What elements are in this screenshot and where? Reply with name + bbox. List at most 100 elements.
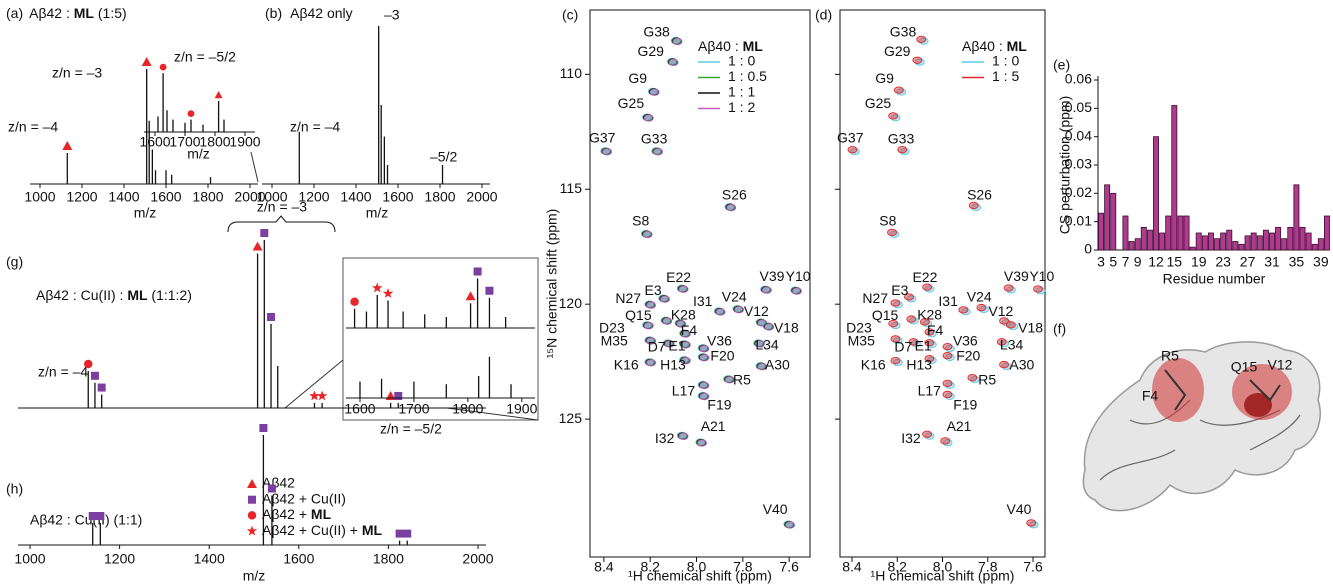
peak-label: V24	[967, 288, 992, 304]
marker-square	[267, 313, 276, 321]
peak-label: A30	[1009, 356, 1034, 372]
annotation: –3	[384, 7, 400, 23]
peak-label: D23	[599, 320, 625, 336]
marker-circle	[247, 511, 257, 520]
peak	[958, 306, 969, 314]
x-tick-label: 1700	[169, 134, 200, 150]
peak-label: E3	[645, 282, 662, 298]
peak	[887, 228, 898, 237]
x-axis-label: m/z	[134, 205, 157, 221]
peak	[942, 351, 953, 360]
bar	[1122, 215, 1129, 251]
bar	[1214, 238, 1221, 251]
zoom-line	[284, 359, 344, 409]
bar	[1317, 238, 1324, 251]
peak	[785, 521, 796, 529]
bar	[1189, 246, 1196, 251]
x-tick-label: 35	[1289, 254, 1305, 270]
peak-label: F4	[927, 322, 944, 338]
peak-label: D7	[894, 339, 912, 355]
peak-label: H13	[660, 357, 686, 373]
x-tick-label: 1600	[344, 401, 375, 417]
peak	[668, 58, 679, 67]
legend-title: Aβ40 : ML	[962, 38, 1027, 54]
panel-label: (g)	[6, 254, 23, 270]
bar	[1305, 232, 1312, 251]
peak-label: K16	[861, 357, 886, 373]
marker-square	[473, 267, 482, 276]
peak	[912, 56, 923, 64]
peak	[761, 286, 772, 294]
x-tick-label: 7.6	[1023, 559, 1043, 575]
marker-square	[485, 286, 494, 295]
peak-label: H13	[906, 357, 932, 373]
peak	[699, 381, 710, 390]
y-tick-label: 125	[559, 410, 583, 426]
peak-label: G9	[628, 70, 647, 86]
y-tick-label: 0.03	[1065, 156, 1092, 172]
peak	[890, 357, 901, 365]
marker-star	[309, 390, 320, 401]
legend-text: Aβ42	[262, 475, 295, 491]
legend-title: Aβ40 : ML	[698, 38, 763, 54]
peak	[646, 301, 657, 309]
x-tick-label: 1600	[150, 189, 181, 205]
bar	[1281, 238, 1288, 251]
peak-label: F19	[707, 396, 731, 412]
bar	[1220, 232, 1227, 251]
peak	[757, 363, 768, 371]
peak-label: G38	[890, 23, 917, 39]
x-tick-label: 7	[1122, 254, 1130, 270]
marker-square	[403, 529, 412, 538]
peak-label: S8	[632, 212, 649, 228]
bar	[1262, 229, 1269, 251]
y-axis-label: CS perturbation (ppm)	[1057, 96, 1073, 235]
x-tick-label: 8.0	[687, 559, 707, 575]
y-tick-label: 0.04	[1065, 127, 1092, 143]
peak	[724, 376, 735, 384]
marker-circle	[350, 297, 359, 306]
peak	[1003, 284, 1014, 292]
marker-circle	[187, 110, 195, 117]
marker-triangle	[252, 241, 263, 251]
bar	[1104, 184, 1111, 251]
residue-label: Q15	[1231, 359, 1258, 375]
legend-label: 1 : 2	[728, 99, 755, 115]
legend-label: 1 : 0.5	[728, 68, 767, 84]
bar	[1256, 235, 1263, 251]
peak-label: E1	[915, 338, 932, 354]
peak-label: G33	[641, 131, 668, 147]
bar	[1140, 226, 1147, 251]
panel-label: (c)	[562, 7, 578, 23]
marker-star	[372, 282, 383, 293]
marker-star	[246, 525, 258, 536]
x-axis-label: m/z	[187, 146, 210, 162]
bar	[1153, 136, 1159, 251]
peak-label: V12	[744, 303, 769, 319]
residue-label: F4	[1142, 388, 1159, 404]
marker-square	[394, 391, 403, 400]
y-tick-label: 0	[1084, 241, 1092, 257]
peak	[734, 306, 745, 314]
x-tick-label: 1600	[283, 551, 314, 567]
bar	[1183, 215, 1190, 251]
peak	[919, 318, 930, 326]
marker-triangle	[141, 57, 152, 66]
annotation: z/n = –5/2	[380, 421, 442, 437]
x-tick-label: 1000	[256, 189, 287, 205]
peak-label: E1	[668, 338, 685, 354]
peak-label: N27	[862, 290, 888, 306]
peak	[922, 283, 933, 291]
bar	[1311, 243, 1318, 251]
peak-label: F19	[953, 396, 977, 412]
marker-square	[395, 529, 404, 538]
peak	[904, 293, 914, 301]
peak	[940, 437, 951, 445]
bar	[1165, 215, 1172, 251]
zoom-line	[446, 407, 539, 421]
bar	[1128, 241, 1135, 251]
peak	[888, 320, 899, 328]
peak	[924, 328, 935, 336]
peak	[976, 303, 987, 312]
